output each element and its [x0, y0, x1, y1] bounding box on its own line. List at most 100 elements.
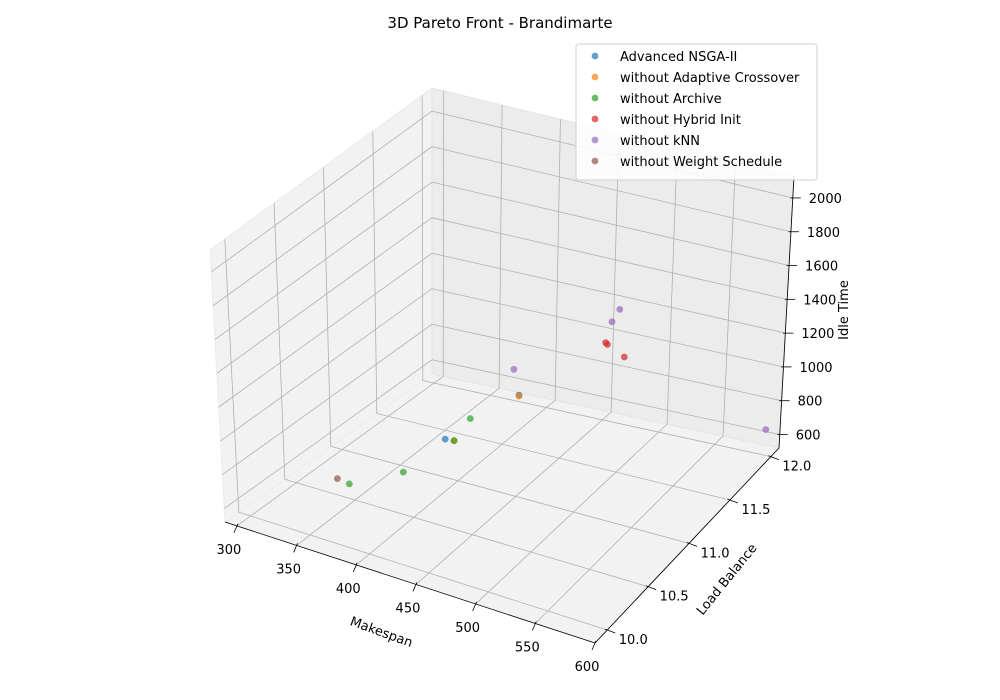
- y-tick-label: 12.0: [782, 460, 811, 475]
- y-gridline: [273, 203, 286, 480]
- chart-title: 3D Pareto Front - Brandimarte: [387, 14, 612, 32]
- y-gridline: [238, 511, 608, 631]
- x-tick-mark: [352, 562, 358, 573]
- x-tick-mark: [233, 523, 239, 534]
- z-tick-label: 1800: [807, 226, 840, 241]
- x-tick-mark: [531, 621, 537, 631]
- y-gridline: [330, 445, 690, 544]
- y-gridline: [422, 380, 771, 458]
- y-tick-mark: [727, 498, 739, 504]
- z-gridline: [431, 252, 786, 334]
- y-tick-mark: [604, 628, 616, 634]
- y-tick-label: 10.5: [660, 590, 689, 605]
- z-tick-label: 600: [796, 428, 821, 443]
- z-gridline: [212, 146, 433, 307]
- z-gridline: [214, 181, 433, 340]
- y-tick-label: 11.5: [741, 503, 770, 518]
- data-point: [515, 392, 523, 400]
- z-tick-label: 800: [798, 395, 823, 410]
- data-point: [441, 435, 449, 443]
- x-tick-mark: [412, 582, 418, 592]
- x-gridline: [666, 147, 678, 425]
- x-gridline: [296, 388, 500, 546]
- legend-label: without Weight Schedule: [620, 155, 782, 170]
- x-tick-label: 300: [217, 543, 242, 558]
- x-gridline: [498, 105, 503, 389]
- x-gridline: [415, 411, 612, 585]
- z-gridline: [222, 323, 433, 476]
- data-point: [608, 318, 616, 326]
- legend-marker: [591, 94, 599, 102]
- x-gridline: [356, 399, 556, 566]
- legend-label: Advanced NSGA-II: [620, 50, 737, 65]
- legend-label: without Adaptive Crossover: [620, 71, 800, 86]
- z-tick-label: 2000: [809, 192, 842, 207]
- legend-label: without Hybrid Init: [620, 113, 741, 128]
- x-tick-label: 600: [575, 660, 600, 675]
- z-axis-label: Idle Time: [837, 280, 852, 340]
- z-tick-label: 1600: [805, 260, 838, 275]
- z-gridline: [431, 359, 780, 435]
- z-gridline: [431, 146, 792, 233]
- x-axis-label: Makespan: [348, 614, 415, 650]
- legend-label: without Archive: [620, 92, 722, 107]
- data-point: [466, 415, 474, 422]
- y-tick-mark: [686, 542, 698, 547]
- x-tick-mark: [591, 640, 597, 651]
- legend-marker: [591, 157, 599, 165]
- x-gridline: [236, 376, 444, 527]
- legend-box: [575, 43, 818, 181]
- x-tick-label: 500: [455, 621, 480, 636]
- z-gridline: [431, 217, 788, 300]
- z-gridline: [431, 323, 782, 402]
- y-axis-line: [594, 447, 780, 644]
- data-point: [604, 341, 611, 348]
- legend-marker: [591, 136, 599, 144]
- data-point: [450, 437, 458, 445]
- data-point: [616, 306, 624, 313]
- y-gridline: [323, 167, 332, 447]
- z-gridline: [224, 359, 433, 509]
- x-tick-mark: [293, 543, 298, 553]
- x-gridline: [554, 119, 561, 401]
- z-gridline: [220, 288, 433, 442]
- data-point: [399, 468, 407, 476]
- data-point: [510, 365, 518, 373]
- data-point: [620, 353, 628, 361]
- z-gridline: [210, 110, 433, 273]
- y-gridline: [376, 413, 731, 501]
- y-gridline: [224, 239, 240, 513]
- z-tick-label: 1000: [799, 361, 832, 376]
- legend-marker: [591, 52, 599, 60]
- y-tick-mark: [768, 455, 779, 461]
- legend-label: without kNN: [620, 134, 700, 149]
- z-tick-label: 1200: [801, 327, 834, 342]
- data-point: [762, 426, 770, 433]
- x-tick-label: 550: [515, 640, 540, 655]
- x-tick-label: 450: [396, 601, 421, 616]
- z-gridline: [431, 181, 790, 266]
- z-gridline: [431, 288, 784, 368]
- y-gridline: [284, 478, 649, 588]
- data-point: [345, 480, 353, 488]
- z-gridline: [216, 217, 433, 374]
- axis-lines: [224, 175, 795, 644]
- y-gridline: [372, 131, 378, 414]
- x-gridline: [722, 161, 737, 437]
- x-axis-line: [224, 521, 596, 644]
- y-tick-label: 10.0: [619, 633, 648, 648]
- data-point: [334, 475, 341, 482]
- x-tick-mark: [472, 601, 477, 612]
- legend-marker: [591, 73, 599, 81]
- y-tick-label: 11.0: [701, 546, 730, 561]
- legend-marker: [591, 115, 599, 123]
- x-tick-label: 350: [276, 562, 301, 577]
- z-gridline: [218, 252, 433, 408]
- y-gridline: [421, 95, 424, 381]
- legend: Advanced NSGA-II without Adaptive Crossov…: [575, 43, 818, 181]
- data-points: [334, 306, 770, 488]
- x-tick-label: 400: [336, 582, 361, 597]
- z-axis-line: [778, 175, 795, 449]
- x-gridline: [475, 423, 668, 605]
- x-gridline: [535, 435, 724, 624]
